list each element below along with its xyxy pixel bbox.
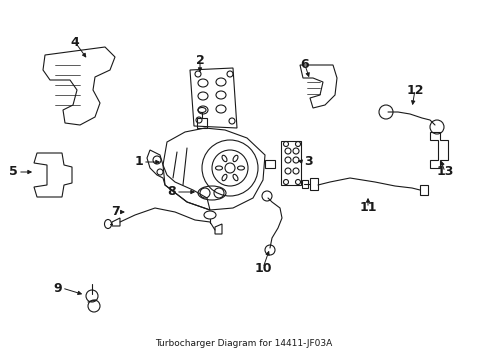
Text: 13: 13 — [435, 166, 453, 179]
Text: 12: 12 — [406, 84, 423, 96]
Text: 2: 2 — [195, 54, 204, 67]
Text: 5: 5 — [9, 166, 18, 179]
Text: Turbocharger Diagram for 14411-JF03A: Turbocharger Diagram for 14411-JF03A — [155, 339, 332, 348]
Text: 11: 11 — [359, 202, 376, 215]
Text: 7: 7 — [111, 206, 120, 219]
Text: 9: 9 — [53, 282, 62, 294]
Text: 4: 4 — [70, 36, 79, 49]
Text: 10: 10 — [254, 261, 271, 274]
Text: 3: 3 — [304, 156, 312, 168]
Text: 6: 6 — [300, 58, 309, 72]
Text: 1: 1 — [134, 156, 142, 168]
Text: 8: 8 — [167, 185, 176, 198]
